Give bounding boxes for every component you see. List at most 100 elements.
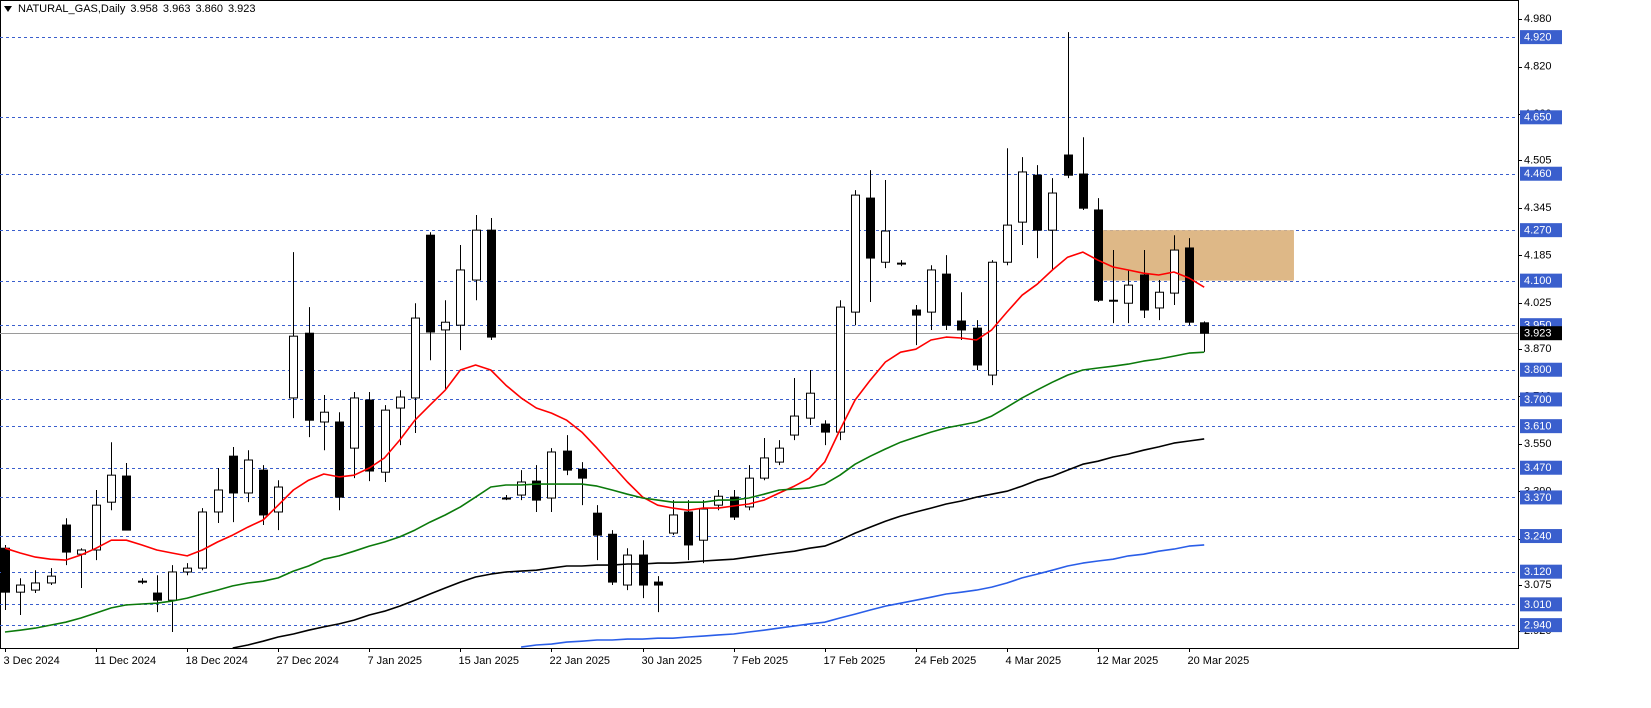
x-tick-label: 11 Dec 2024 [95, 655, 157, 667]
last-price-label: 3.923 [1524, 328, 1552, 340]
x-tick-label: 22 Jan 2025 [550, 655, 611, 667]
level-label-box [1520, 273, 1562, 288]
level-label: 3.120 [1524, 566, 1552, 578]
x-tick-label: 27 Dec 2024 [277, 655, 339, 667]
candle-body [1079, 173, 1088, 209]
ohlc-close: 3.923 [227, 3, 256, 15]
candle-body [1200, 322, 1209, 334]
level-label: 3.470 [1524, 462, 1552, 474]
candle-body [122, 475, 131, 531]
y-tick-label: 4.185 [1524, 249, 1552, 261]
candle-body [229, 455, 238, 494]
level-label-box [1520, 362, 1562, 377]
candle-body [988, 261, 997, 376]
candle-body [760, 457, 769, 479]
candle-body [1185, 247, 1194, 323]
candle-body [1, 547, 10, 593]
candle-body [836, 306, 845, 433]
y-tick-label: 4.820 [1524, 61, 1552, 73]
y-tick-label: 4.345 [1524, 202, 1552, 214]
level-label-box [1520, 490, 1562, 505]
candle-body [138, 580, 147, 583]
y-tick-label: 4.980 [1524, 13, 1552, 25]
y-tick-label: 3.870 [1524, 343, 1552, 355]
time-axis-bg [0, 649, 1519, 708]
last-price-box [1520, 326, 1562, 341]
candle-body [274, 486, 283, 513]
candle-body [669, 514, 678, 534]
ma-line [520, 544, 1205, 648]
candle-body [259, 469, 268, 516]
candle-body [487, 229, 496, 338]
candle-body [16, 584, 25, 593]
candle-body [1048, 192, 1057, 231]
candle-body [912, 309, 921, 316]
candle-body [881, 230, 890, 263]
candle-body [214, 489, 223, 513]
x-tick-label: 18 Dec 2024 [186, 655, 248, 667]
level-label: 4.270 [1524, 225, 1552, 237]
candle-body [183, 567, 192, 573]
candle-body [821, 423, 830, 433]
x-tick-label: 4 Mar 2025 [1006, 655, 1062, 667]
candle-body [320, 411, 329, 423]
level-label: 4.920 [1524, 32, 1552, 44]
candle-body [244, 459, 253, 494]
level-label: 4.460 [1524, 168, 1552, 180]
y-tick-label: 4.025 [1524, 297, 1552, 309]
level-label-box [1520, 166, 1562, 181]
level-label-box [1520, 460, 1562, 475]
candle-body [593, 512, 602, 536]
level-label: 3.700 [1524, 394, 1552, 406]
level-label-box [1520, 392, 1562, 407]
candle-body [62, 524, 71, 553]
candle-body [578, 468, 587, 479]
candle-body [745, 477, 754, 508]
candle-body [426, 234, 435, 333]
candle-body [381, 409, 390, 473]
level-label-box [1520, 618, 1562, 633]
level-label: 3.010 [1524, 599, 1552, 611]
candle-body [684, 511, 693, 546]
level-label: 3.240 [1524, 530, 1552, 542]
x-tick-label: 30 Jan 2025 [642, 655, 703, 667]
y-tick-label: 4.505 [1524, 154, 1552, 166]
ohlc-low: 3.860 [195, 3, 223, 15]
x-tick-label: 12 Mar 2025 [1097, 655, 1159, 667]
candle-body [198, 511, 207, 569]
candle-body [639, 554, 648, 586]
candle-body [866, 197, 875, 259]
candle-body [1155, 291, 1164, 309]
candle-body [608, 533, 617, 583]
candle-body [927, 269, 936, 313]
menu-triangle[interactable] [4, 6, 12, 12]
level-label-box [1520, 597, 1562, 612]
candle-body [654, 581, 663, 586]
zone [1097, 230, 1294, 281]
level-label: 3.800 [1524, 364, 1552, 376]
candle-body [1003, 224, 1012, 263]
candle-body [31, 582, 40, 591]
candle-body [806, 392, 815, 419]
candle-body [1018, 171, 1027, 223]
candle-body [1124, 284, 1133, 304]
level-label-box [1520, 419, 1562, 434]
candle-body [107, 474, 116, 503]
candle-body [1109, 299, 1118, 302]
x-tick-label: 20 Mar 2025 [1188, 655, 1250, 667]
candle-body [502, 497, 511, 500]
candle-body [153, 592, 162, 601]
candle-body [456, 269, 465, 326]
candle-body [472, 229, 481, 281]
candle-body [942, 273, 951, 326]
level-label: 4.650 [1524, 112, 1552, 124]
candle-body [305, 332, 314, 421]
level-label-box [1520, 223, 1562, 238]
x-tick-label: 7 Jan 2025 [368, 655, 422, 667]
level-label-box [1520, 30, 1562, 45]
candle-body [623, 554, 632, 586]
candle-body [365, 399, 374, 472]
candle-body [775, 447, 784, 463]
symbol: NATURAL_GAS,Daily [18, 3, 126, 15]
